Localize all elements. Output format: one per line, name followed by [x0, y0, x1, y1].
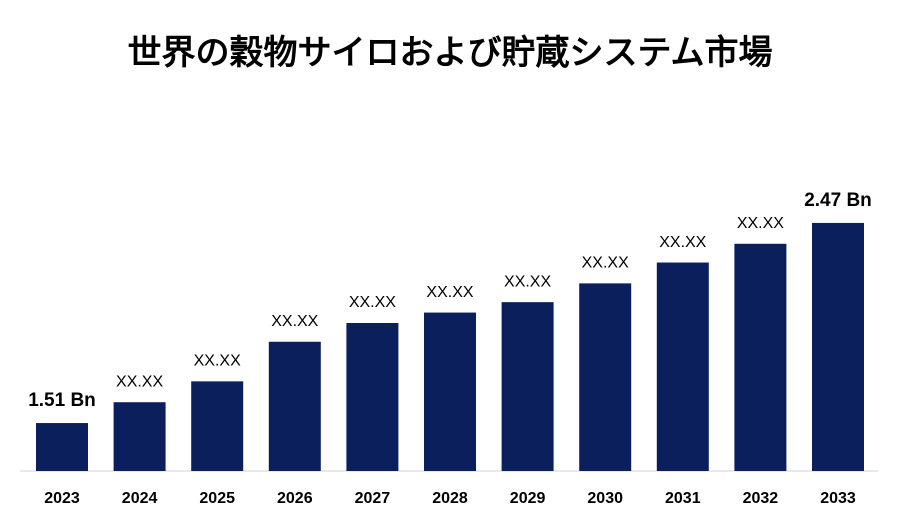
value-label: 1.51 Bn	[28, 390, 96, 411]
chart-title: 世界の穀物サイロおよび貯蔵システム市場	[127, 34, 773, 72]
x-tick-label: 2026	[277, 490, 313, 507]
x-tick-label: 2024	[122, 490, 158, 507]
x-tick-label: 2027	[355, 490, 391, 507]
value-label: XX.XX	[659, 234, 706, 251]
bar	[191, 381, 244, 471]
bar	[113, 402, 166, 471]
x-tick-label: 2028	[432, 490, 468, 507]
value-label: XX.XX	[194, 353, 241, 370]
value-label: XX.XX	[737, 215, 784, 232]
bar	[734, 243, 787, 471]
bar	[812, 222, 864, 471]
value-label: XX.XX	[116, 373, 163, 390]
x-tick-label: 2023	[44, 490, 80, 507]
bar	[268, 341, 321, 471]
value-label: XX.XX	[271, 313, 318, 330]
value-label: XX.XX	[349, 294, 396, 311]
x-tick-label: 2025	[199, 490, 235, 507]
x-tick-label: 2032	[743, 490, 779, 507]
value-label: XX.XX	[582, 255, 629, 272]
x-tick-label: 2031	[665, 490, 701, 507]
x-tick-label: 2030	[587, 490, 623, 507]
x-tick-label: 2029	[510, 490, 546, 507]
x-tick-label: 2033	[820, 490, 856, 507]
bar	[36, 423, 88, 471]
value-label: XX.XX	[426, 284, 473, 301]
bar	[346, 322, 399, 471]
value-label: XX.XX	[504, 273, 551, 290]
bar	[501, 302, 554, 471]
value-label: 2.47 Bn	[804, 190, 872, 211]
bar	[656, 262, 709, 471]
bar	[424, 312, 476, 471]
bar	[579, 283, 632, 471]
